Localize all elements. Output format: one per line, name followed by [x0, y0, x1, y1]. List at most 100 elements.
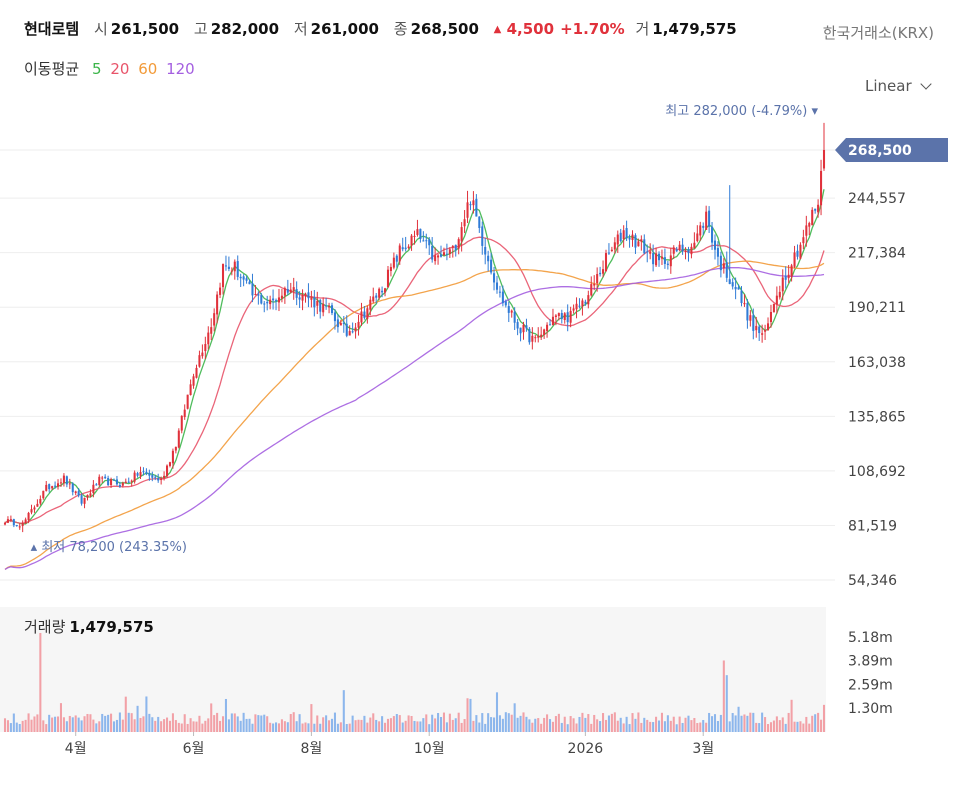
candle-body — [675, 249, 678, 252]
price-tick-label: 244,557 — [848, 191, 906, 207]
volume-bar — [9, 723, 12, 732]
candle-body — [366, 308, 369, 319]
candle-body — [219, 287, 222, 295]
candle-body — [610, 249, 613, 251]
volume-bar — [389, 718, 392, 732]
volume-bar — [121, 719, 124, 732]
candle-body — [404, 247, 407, 250]
volume-bar — [490, 717, 493, 732]
volume-bar — [519, 715, 522, 732]
candle-body — [186, 394, 189, 409]
candle-body — [24, 519, 27, 524]
volume-bar — [333, 712, 336, 732]
candle-body — [30, 509, 33, 513]
candle-body — [678, 244, 681, 250]
candle-body — [772, 303, 775, 313]
candle-body — [749, 315, 752, 321]
volume-bar — [472, 720, 475, 732]
price-axis: 244,557 217,384 190,211 163,038 135,865 108,6… — [835, 138, 948, 589]
candle-body — [428, 239, 431, 246]
volume-bar — [12, 713, 15, 732]
volume-bar — [778, 720, 781, 732]
candle-body — [510, 310, 513, 313]
volume-bar — [540, 723, 543, 732]
volume-bar — [761, 712, 764, 732]
candle-body — [56, 483, 60, 487]
volume-bar — [251, 723, 254, 732]
volume-bar — [590, 723, 593, 732]
scale-dropdown[interactable]: Linear — [865, 77, 932, 95]
volume-bar — [275, 722, 278, 732]
volume-bar — [457, 712, 460, 732]
volume-bar — [599, 721, 602, 732]
volume-bar — [693, 717, 696, 732]
candle-body — [260, 295, 263, 304]
volume-bar — [107, 714, 110, 732]
volume-bar — [769, 722, 773, 732]
candle-body — [451, 246, 454, 248]
volume-title-label: 거래량 — [24, 618, 66, 636]
candle-body — [80, 495, 83, 504]
candle-body — [339, 323, 342, 326]
candle-body — [469, 204, 472, 206]
candle-body — [755, 325, 758, 331]
candle-body — [725, 262, 728, 278]
candle-body — [604, 253, 608, 271]
candle-body — [663, 257, 666, 264]
volume-bar — [163, 719, 166, 732]
time-axis: 4월 6월 8월 10월 2026 3월 — [65, 732, 714, 757]
candle-body — [166, 465, 169, 477]
volume-bar — [39, 632, 42, 732]
volume-bar — [563, 716, 566, 732]
candle-body — [543, 329, 546, 336]
volume-bar — [466, 698, 469, 732]
candle-body — [484, 246, 487, 255]
candle-body — [36, 503, 39, 507]
moving-average-legend[interactable]: 이동평균 5 20 60 120 — [24, 58, 199, 79]
volume-bar — [593, 714, 596, 732]
candle-body — [454, 244, 457, 251]
volume-bar — [248, 718, 251, 732]
candle-body — [124, 481, 127, 484]
volume-bar — [260, 715, 263, 732]
volume-bar — [572, 718, 575, 732]
time-tick-label: 2026 — [568, 741, 604, 757]
volume-bar — [501, 718, 504, 732]
volume-bar — [51, 717, 54, 732]
volume-bar — [478, 722, 481, 732]
candle-body — [796, 250, 799, 257]
candle-body — [702, 225, 705, 228]
candle-body — [213, 313, 216, 326]
volume-bar — [378, 721, 381, 732]
volume-bar — [722, 660, 725, 732]
candle-body — [439, 254, 443, 257]
candle-body — [475, 198, 478, 217]
volume-bar — [669, 720, 672, 732]
candle-body — [248, 281, 251, 285]
candle-body — [822, 150, 826, 169]
candle-body — [357, 321, 360, 328]
volume-bar — [171, 713, 174, 732]
candle-body — [752, 315, 755, 331]
volume-bar — [596, 719, 599, 732]
volume-bar — [21, 720, 24, 732]
candle-body — [112, 479, 116, 481]
volume-bar — [413, 720, 416, 732]
volume-bar — [749, 712, 752, 732]
candle-body — [189, 384, 192, 396]
volume-bar — [74, 715, 77, 732]
candle-body — [711, 226, 714, 243]
candle-body — [578, 305, 581, 307]
candle-body — [696, 233, 699, 241]
volume-bar — [219, 720, 222, 732]
volume-bar — [534, 718, 537, 732]
candle-body — [622, 230, 625, 240]
volume-bar — [233, 713, 236, 732]
volume-bar — [537, 718, 540, 732]
candle-body — [168, 462, 172, 466]
candle-body — [460, 227, 463, 242]
candle-body — [519, 327, 522, 334]
candle-body — [808, 223, 811, 227]
candle-body — [572, 308, 575, 311]
